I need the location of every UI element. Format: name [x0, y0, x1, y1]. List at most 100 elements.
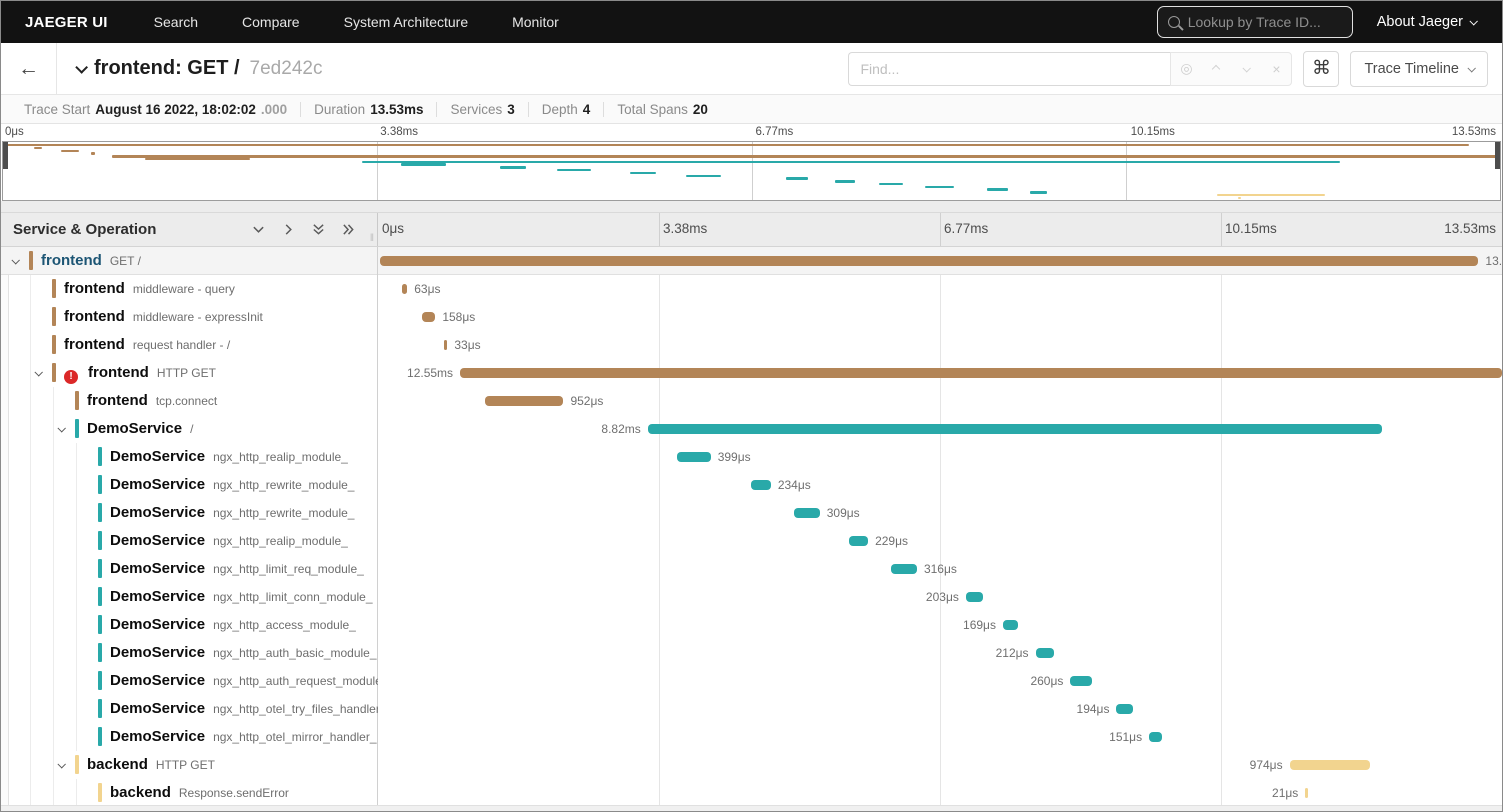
span-row-label[interactable]: frontend middleware - query: [1, 275, 377, 303]
span-row-label[interactable]: ! frontend HTTP GET: [1, 359, 377, 387]
span-duration-bar[interactable]: [751, 480, 771, 490]
span-row-label[interactable]: DemoService ngx_http_otel_mirror_handler_: [1, 723, 377, 751]
span-duration-bar[interactable]: [421, 312, 436, 322]
collapse-trace-chevron-icon[interactable]: [75, 61, 88, 74]
span-duration-bar[interactable]: [1002, 620, 1018, 630]
span-row-label[interactable]: DemoService ngx_http_limit_conn_module_: [1, 583, 377, 611]
back-arrow-icon: ←: [18, 56, 39, 80]
locate-span-button[interactable]: ◎: [1180, 60, 1193, 76]
span-duration-bar[interactable]: [380, 256, 1479, 266]
span-duration-bar[interactable]: [401, 284, 408, 294]
viewport-right-handle[interactable]: [1495, 142, 1500, 169]
back-button[interactable]: ←: [1, 43, 57, 94]
span-row-label[interactable]: frontend middleware - expressInit: [1, 303, 377, 331]
timeline-minimap[interactable]: [2, 141, 1501, 201]
span-row-bar[interactable]: 260μs: [378, 667, 1502, 695]
span-duration-bar[interactable]: [460, 368, 1502, 378]
viewport-left-handle[interactable]: [3, 142, 8, 169]
horizontal-scrollbar[interactable]: [1, 805, 1502, 811]
span-row-label[interactable]: DemoService ngx_http_auth_request_module_: [1, 667, 389, 695]
span-row-bar[interactable]: 12.55ms: [378, 359, 1502, 387]
span-row-bar[interactable]: 212μs: [378, 639, 1502, 667]
span-row-bar[interactable]: 399μs: [378, 443, 1502, 471]
span-row-bar[interactable]: 8.82ms: [378, 415, 1502, 443]
tree-collapse-chevron-icon[interactable]: [7, 253, 23, 269]
operation-name: ngx_http_limit_req_module_: [213, 562, 364, 576]
view-selector-dropdown[interactable]: Trace Timeline: [1350, 50, 1488, 87]
span-row-bar[interactable]: 229μs: [378, 527, 1502, 555]
span-row-bar[interactable]: 203μs: [378, 583, 1502, 611]
span-row-label[interactable]: DemoService ngx_http_realip_module_: [1, 443, 377, 471]
tree-indent-guide: [53, 527, 54, 555]
trace-lookup-box[interactable]: [1156, 6, 1369, 38]
span-row-bar[interactable]: 316μs: [378, 555, 1502, 583]
find-input[interactable]: [848, 51, 1171, 86]
span-row-label[interactable]: backend HTTP GET: [1, 751, 377, 779]
span-duration-bar[interactable]: [793, 508, 820, 518]
span-row-label[interactable]: backend Response.sendError: [1, 779, 377, 805]
span-row-bar[interactable]: 151μs: [378, 723, 1502, 751]
app-brand[interactable]: JAEGER UI: [25, 13, 108, 31]
column-resize-handle[interactable]: ‖: [369, 233, 375, 244]
next-result-button[interactable]: [1231, 53, 1261, 85]
trace-lookup-input[interactable]: [1187, 14, 1369, 30]
span-duration-bar[interactable]: [848, 536, 869, 546]
tree-indent-guide: [30, 779, 31, 805]
span-row-label[interactable]: DemoService ngx_http_otel_try_files_handl…: [1, 695, 387, 723]
span-row-bar[interactable]: 169μs: [378, 611, 1502, 639]
keyboard-shortcuts-button[interactable]: ⌘: [1303, 50, 1340, 87]
span-duration-bar[interactable]: [1149, 732, 1162, 742]
span-row-bar[interactable]: 33μs: [378, 331, 1502, 359]
span-row-bar[interactable]: 952μs: [378, 387, 1502, 415]
tree-collapse-chevron-icon[interactable]: [30, 365, 46, 381]
span-row-bar[interactable]: 309μs: [378, 499, 1502, 527]
span-row-label[interactable]: DemoService ngx_http_rewrite_module_: [1, 471, 377, 499]
span-duration-bar[interactable]: [1116, 704, 1133, 714]
span-row-label[interactable]: frontend GET /: [1, 247, 377, 275]
nav-item-system-architecture[interactable]: System Architecture: [343, 14, 469, 30]
tree-collapse-chevron-icon[interactable]: [53, 757, 69, 773]
span-row-label[interactable]: DemoService ngx_http_limit_req_module_: [1, 555, 377, 583]
span-duration-bar[interactable]: [647, 424, 1382, 434]
span-row-label[interactable]: DemoService ngx_http_auth_basic_module_: [1, 639, 377, 667]
collapse-all-icon[interactable]: [312, 223, 325, 236]
span-duration-bar[interactable]: [890, 564, 917, 574]
span-duration-bar[interactable]: [1305, 788, 1309, 798]
span-row-label[interactable]: DemoService ngx_http_realip_module_: [1, 527, 377, 555]
span-row-label[interactable]: frontend request handler - /: [1, 331, 377, 359]
tree-collapse-chevron-icon[interactable]: [53, 421, 69, 437]
service-name: DemoService: [110, 616, 206, 633]
span-row-bar[interactable]: 234μs: [378, 471, 1502, 499]
span-duration-bar[interactable]: [484, 396, 564, 406]
operation-name: HTTP GET: [156, 366, 216, 380]
span-rows-area: frontend GET / frontend middleware - query f…: [1, 247, 1502, 805]
nav-item-monitor[interactable]: Monitor: [512, 14, 559, 30]
span-row-label[interactable]: DemoService /: [1, 415, 377, 443]
minimap-span-bar: [986, 188, 1009, 191]
span-row-bar[interactable]: 13.3ms: [378, 247, 1502, 275]
span-row-label[interactable]: frontend tcp.connect: [1, 387, 377, 415]
operation-name: ngx_http_realip_module_: [213, 534, 348, 548]
span-row-bar[interactable]: 158μs: [378, 303, 1502, 331]
summary-value: 20: [692, 101, 708, 117]
span-duration-bar[interactable]: [676, 452, 711, 462]
about-jaeger-menu[interactable]: About Jaeger: [1377, 14, 1478, 30]
span-duration-bar[interactable]: [444, 340, 448, 350]
span-duration-bar[interactable]: [965, 592, 983, 602]
expand-one-icon[interactable]: [282, 223, 295, 236]
span-duration-bar[interactable]: [1289, 760, 1371, 770]
span-row-bar[interactable]: 974μs: [378, 751, 1502, 779]
span-duration-bar[interactable]: [1035, 648, 1054, 658]
span-row-bar[interactable]: 194μs: [378, 695, 1502, 723]
nav-item-compare[interactable]: Compare: [242, 14, 300, 30]
collapse-one-icon[interactable]: [252, 223, 265, 236]
nav-item-search[interactable]: Search: [153, 14, 199, 30]
expand-all-icon[interactable]: [342, 223, 355, 236]
span-row-label[interactable]: DemoService ngx_http_access_module_: [1, 611, 377, 639]
prev-result-button[interactable]: [1201, 53, 1231, 85]
span-row-bar[interactable]: 21μs: [378, 779, 1502, 805]
span-duration-bar[interactable]: [1070, 676, 1092, 686]
span-row-label[interactable]: DemoService ngx_http_rewrite_module_: [1, 499, 377, 527]
clear-search-button[interactable]: ×: [1272, 60, 1281, 77]
span-row-bar[interactable]: 63μs: [378, 275, 1502, 303]
